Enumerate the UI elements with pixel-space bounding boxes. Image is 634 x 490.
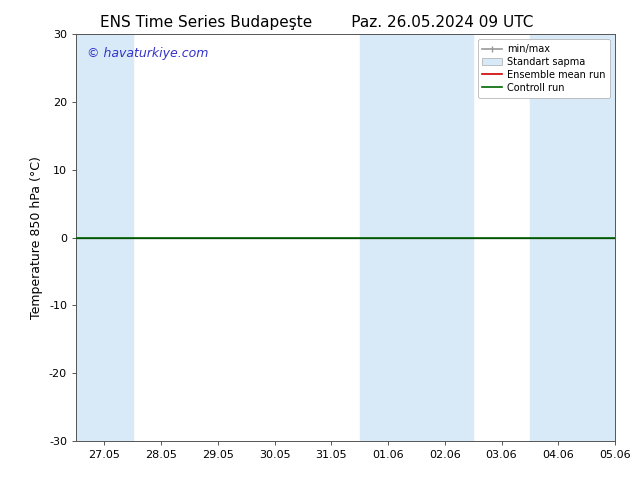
- Bar: [530, 34, 634, 441]
- Bar: [76, 34, 133, 441]
- Text: ENS Time Series Budapeşte        Paz. 26.05.2024 09 UTC: ENS Time Series Budapeşte Paz. 26.05.202…: [100, 15, 534, 30]
- Text: © havaturkiye.com: © havaturkiye.com: [87, 47, 208, 59]
- Legend: min/max, Standart sapma, Ensemble mean run, Controll run: min/max, Standart sapma, Ensemble mean r…: [477, 39, 610, 98]
- Y-axis label: Temperature 850 hPa (°C): Temperature 850 hPa (°C): [30, 156, 43, 319]
- Bar: [359, 34, 473, 441]
